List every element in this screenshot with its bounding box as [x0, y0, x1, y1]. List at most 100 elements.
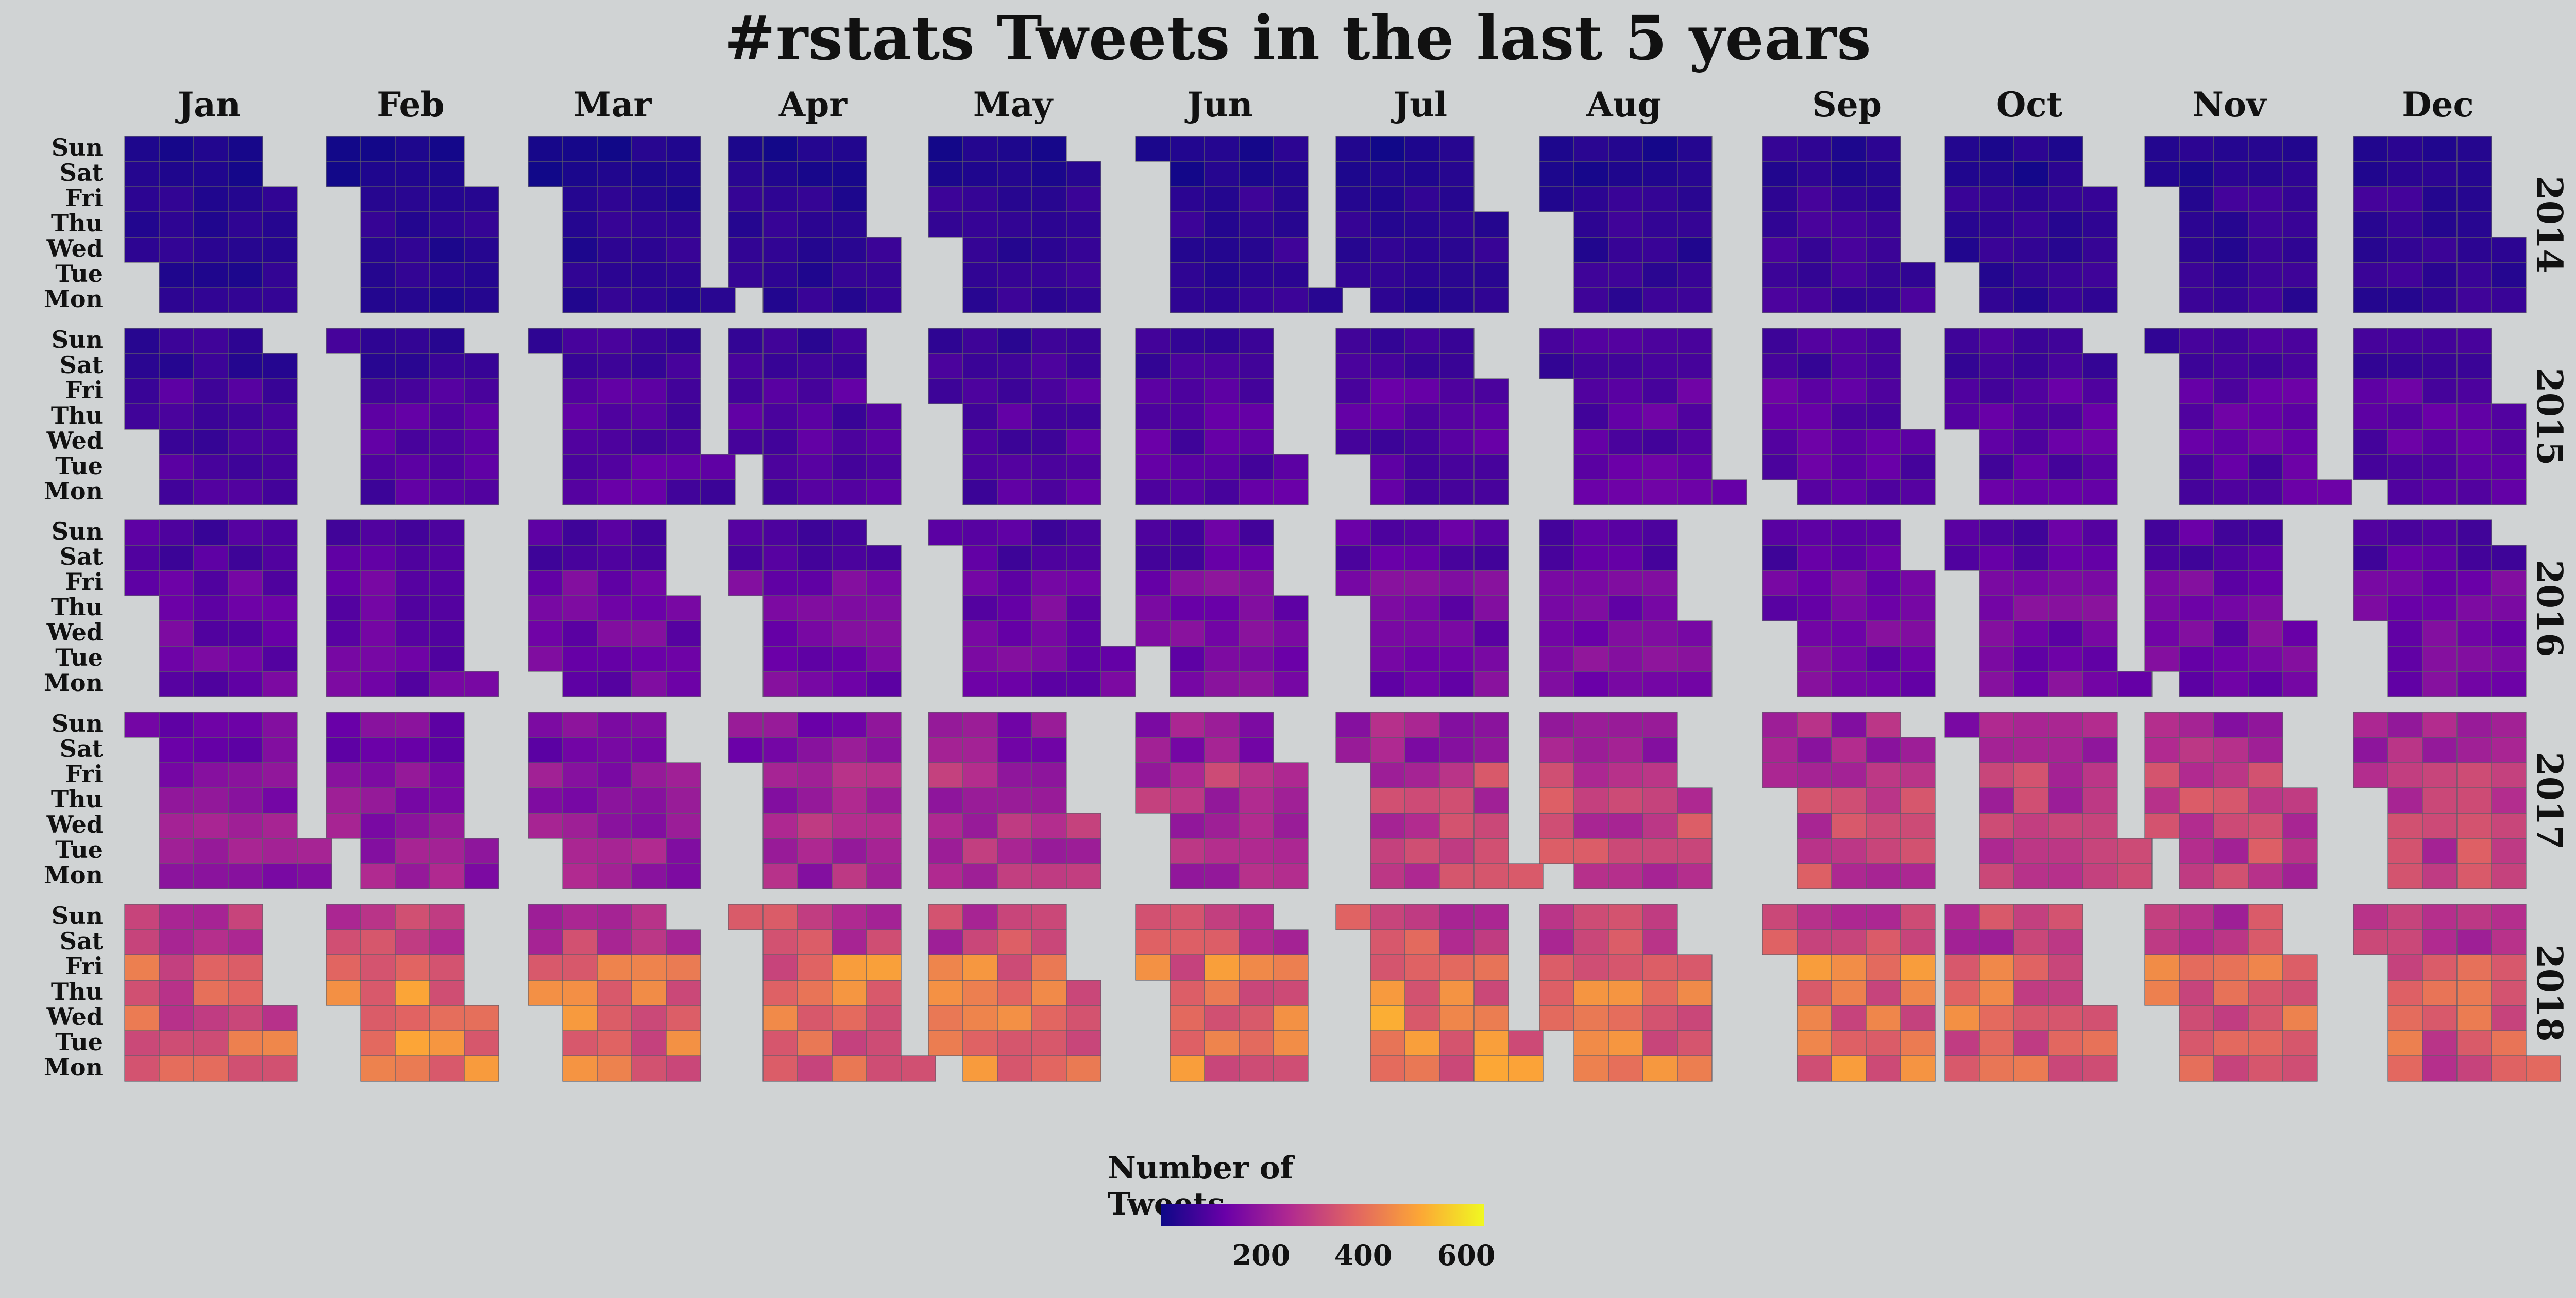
- day-cell-2016-jan-20: [228, 620, 263, 647]
- day-cell-2016-feb-26: [429, 570, 465, 596]
- day-cell-2015-nov-11: [2213, 429, 2249, 455]
- day-cell-2017-oct-21: [2048, 737, 2083, 763]
- day-cell-2015-jul-3: [1335, 378, 1371, 404]
- day-cell-2015-jul-23: [1439, 403, 1475, 430]
- day-cell-2017-jun-26: [1273, 863, 1309, 889]
- day-cell-2015-dec-2: [2353, 429, 2388, 455]
- day-cell-2014-aug-13: [1608, 237, 1643, 263]
- day-cell-2017-jan-12: [193, 787, 229, 814]
- day-cell-2017-feb-8: [360, 813, 396, 839]
- day-cell-2015-jan-11: [159, 328, 194, 354]
- day-cell-2015-oct-6: [1979, 454, 2014, 480]
- day-cell-2018-may-22: [1031, 1030, 1067, 1056]
- day-cell-2015-jun-3: [1135, 429, 1171, 455]
- day-cell-2018-nov-15: [2213, 980, 2249, 1006]
- day-cell-2016-nov-20: [2213, 519, 2249, 546]
- day-cell-2017-sep-4: [1797, 863, 1832, 889]
- day-cell-2016-apr-14: [797, 595, 833, 621]
- day-cell-2015-nov-29: [2282, 328, 2318, 354]
- day-cell-2018-oct-3: [1944, 1005, 1980, 1031]
- day-cell-2016-may-31: [1100, 646, 1136, 672]
- day-cell-2016-mar-13: [562, 519, 598, 546]
- day-cell-2018-jul-7: [1370, 929, 1405, 955]
- day-cell-2016-mar-4: [528, 570, 563, 596]
- day-cell-2018-oct-10: [1979, 1005, 2014, 1031]
- day-cell-2017-may-22: [1031, 863, 1067, 889]
- day-cell-2017-feb-28: [464, 838, 499, 864]
- day-cell-2014-apr-19: [797, 161, 833, 187]
- day-cell-2016-jul-28: [1473, 595, 1509, 621]
- day-cell-2016-feb-2: [326, 646, 361, 672]
- day-cell-2016-apr-12: [797, 646, 833, 672]
- day-cell-2018-apr-15: [797, 904, 833, 930]
- day-cell-2014-nov-14: [2213, 186, 2249, 212]
- day-cell-2017-dec-13: [2422, 813, 2458, 839]
- day-cell-2015-sep-17: [1831, 403, 1867, 430]
- day-cell-2018-dec-24: [2491, 1055, 2527, 1082]
- day-cell-2014-jan-27: [262, 287, 298, 313]
- day-cell-2014-nov-22: [2248, 161, 2283, 187]
- day-cell-2015-mar-6: [562, 378, 598, 404]
- day-cell-2014-jun-16: [1239, 287, 1274, 313]
- day-cell-2017-oct-1: [1944, 712, 1980, 738]
- day-cell-2016-sep-21: [1866, 620, 1901, 647]
- day-cell-2014-jan-1: [124, 237, 160, 263]
- day-cell-2015-jan-13: [193, 454, 229, 480]
- day-cell-2018-jan-28: [228, 904, 263, 930]
- day-cell-2016-jan-21: [228, 595, 263, 621]
- day-cell-2015-oct-7: [1979, 429, 2014, 455]
- day-cell-2016-nov-22: [2248, 646, 2283, 672]
- day-cell-2016-sep-17: [1831, 545, 1867, 571]
- day-cell-2017-oct-30: [2117, 863, 2153, 889]
- day-cell-2017-dec-27: [2491, 813, 2527, 839]
- day-cell-2016-sep-9: [1797, 570, 1832, 596]
- day-cell-2014-may-18: [997, 136, 1032, 162]
- day-cell-2018-may-15: [997, 1030, 1032, 1056]
- day-cell-2015-sep-22: [1866, 454, 1901, 480]
- day-cell-2015-mar-5: [562, 403, 598, 430]
- day-cell-2017-jan-21: [228, 737, 263, 763]
- day-cell-2017-jan-18: [228, 813, 263, 839]
- day-cell-2018-jan-24: [228, 1005, 263, 1031]
- day-cell-2014-nov-5: [2179, 237, 2214, 263]
- day-cell-2015-jun-10: [1170, 429, 1205, 455]
- day-cell-2014-nov-20: [2248, 211, 2283, 238]
- day-cell-2017-feb-9: [360, 787, 396, 814]
- day-cell-2014-dec-27: [2456, 161, 2492, 187]
- day-cell-2017-dec-11: [2422, 863, 2458, 889]
- day-cell-2016-jun-10: [1170, 570, 1205, 596]
- day-cell-2016-dec-13: [2422, 646, 2458, 672]
- day-cell-2018-feb-3: [326, 929, 361, 955]
- weekday-label-thu-2014: Thu: [51, 209, 103, 237]
- day-cell-2014-oct-29: [2082, 237, 2118, 263]
- day-cell-2018-jan-4: [124, 980, 160, 1006]
- day-cell-2017-nov-2: [2144, 787, 2180, 814]
- day-cell-2017-may-10: [962, 813, 998, 839]
- day-cell-2017-jul-20: [1439, 787, 1475, 814]
- day-cell-2015-sep-8: [1797, 454, 1832, 480]
- day-cell-2015-jun-18: [1204, 403, 1240, 430]
- day-cell-2016-dec-12: [2422, 671, 2458, 697]
- day-cell-2015-mar-1: [528, 328, 563, 354]
- weekday-label-mon-2015: Mon: [44, 477, 103, 505]
- day-cell-2015-nov-25: [2282, 429, 2318, 455]
- day-cell-2017-feb-16: [395, 787, 430, 814]
- day-cell-2017-mar-10: [562, 762, 598, 788]
- day-cell-2016-may-30: [1100, 671, 1136, 697]
- day-cell-2016-jun-24: [1239, 570, 1274, 596]
- day-cell-2017-mar-16: [597, 787, 632, 814]
- day-cell-2016-dec-2: [2353, 570, 2388, 596]
- day-cell-2018-dec-10: [2422, 1055, 2458, 1082]
- day-cell-2014-mar-13: [597, 211, 632, 238]
- day-cell-2016-sep-19: [1866, 671, 1901, 697]
- day-cell-2018-jul-5: [1370, 980, 1405, 1006]
- day-cell-2016-may-19: [1031, 595, 1067, 621]
- weekday-label-sun-2017: Sun: [52, 710, 103, 737]
- day-cell-2014-may-22: [1031, 211, 1067, 238]
- day-cell-2018-sep-24: [1900, 1055, 1936, 1082]
- day-cell-2015-may-20: [1031, 429, 1067, 455]
- day-cell-2015-mar-15: [597, 328, 632, 354]
- day-cell-2015-feb-21: [429, 353, 465, 379]
- day-cell-2014-jul-7: [1370, 287, 1405, 313]
- day-cell-2017-dec-10: [2387, 712, 2423, 738]
